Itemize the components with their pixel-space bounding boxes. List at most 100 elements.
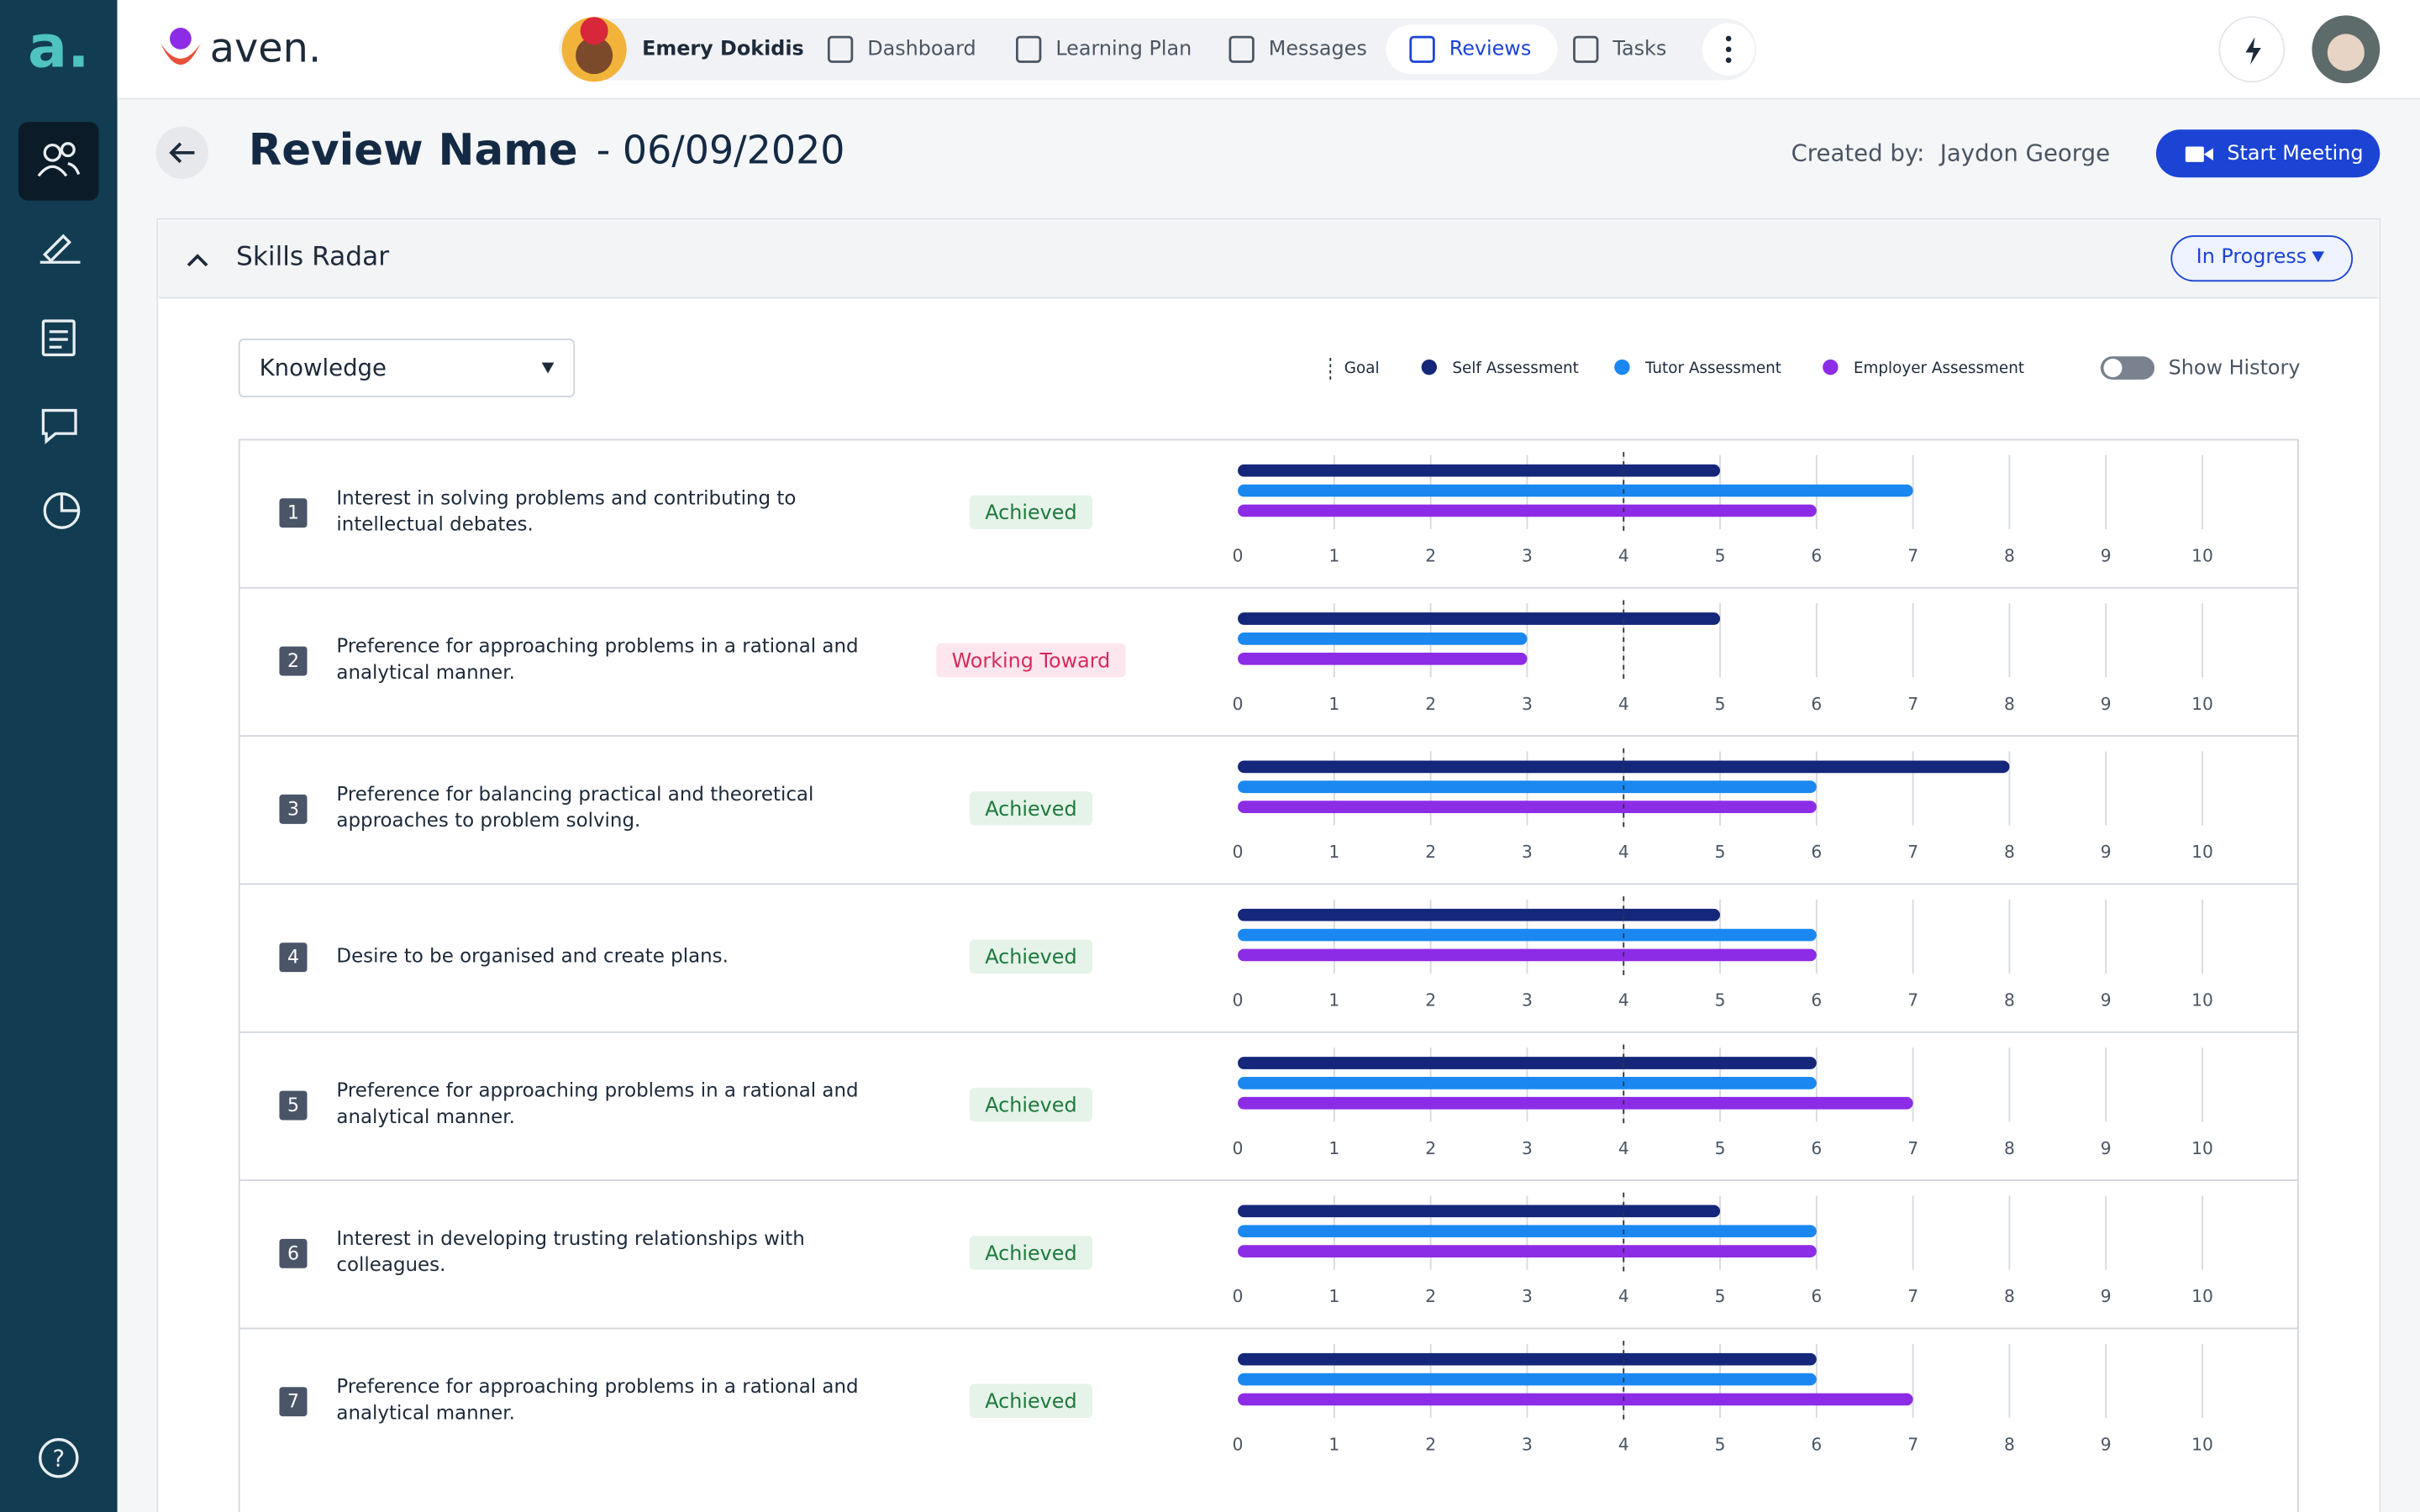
x-tick-label: 4 xyxy=(1618,842,1629,862)
skills-table xyxy=(238,438,2299,1512)
nav-label: Reviews xyxy=(1449,36,1532,60)
x-tick-label: 3 xyxy=(1522,990,1533,1011)
status-pill xyxy=(969,1383,1093,1418)
assessment-bar xyxy=(1238,1057,1817,1069)
x-tick-label: 6 xyxy=(1811,546,1822,566)
x-tick-label: 3 xyxy=(1522,546,1533,566)
x-tick-label: 6 xyxy=(1811,694,1822,714)
assessment-bar xyxy=(1238,1225,1817,1238)
legend-goal: Goal xyxy=(1344,360,1380,377)
sidebar-active[interactable] xyxy=(18,122,99,201)
panel-title: Skills Radar xyxy=(236,242,389,272)
skill-text: Preference for approaching problems in a… xyxy=(336,1079,858,1127)
skill-number: 6 xyxy=(287,1243,299,1264)
status-dropdown[interactable] xyxy=(2170,235,2354,282)
nav-hit[interactable] xyxy=(1225,24,1379,74)
legend-dot xyxy=(1823,359,1839,375)
review-date: - 06/09/2020 xyxy=(597,127,845,172)
review-title: Review Name xyxy=(249,125,578,176)
legend-dot xyxy=(1421,359,1437,375)
x-tick-label: 10 xyxy=(2191,1435,2213,1455)
x-tick-label: 8 xyxy=(2004,990,2015,1011)
x-tick-label: 10 xyxy=(2191,842,2213,862)
assessment-bar xyxy=(1238,1096,1913,1110)
legend-dot xyxy=(1614,359,1630,375)
sidebar xyxy=(0,0,118,1512)
x-tick-label: 2 xyxy=(1425,1286,1436,1306)
x-tick-label: 3 xyxy=(1522,694,1533,714)
start-meeting-button[interactable] xyxy=(2155,129,2381,178)
help-icon[interactable]: ? xyxy=(52,1446,65,1473)
skill-number: 5 xyxy=(287,1095,299,1116)
assessment-bar xyxy=(1238,801,1817,813)
x-tick-label: 0 xyxy=(1233,694,1244,714)
skill-number: 1 xyxy=(287,503,299,524)
learner-avatar-face xyxy=(576,37,613,75)
show-history: Show History xyxy=(2169,355,2301,379)
nav-items: Dashboard Learning Plan Messages Reviews Tas… xyxy=(824,24,1679,75)
assessment-bar xyxy=(1238,1352,1817,1366)
x-tick-label: 1 xyxy=(1328,842,1339,862)
x-tick-label: 5 xyxy=(1715,546,1726,566)
x-tick-label: 1 xyxy=(1328,694,1339,714)
x-tick-label: 3 xyxy=(1522,1435,1533,1455)
skill-text: Interest in solving problems and contrib… xyxy=(336,487,796,535)
filter-dropdown[interactable] xyxy=(238,339,576,397)
x-tick-label: 8 xyxy=(2004,546,2015,566)
nav-label: Dashboard xyxy=(867,36,976,60)
number-badge xyxy=(279,794,308,824)
x-tick-label: 4 xyxy=(1618,1435,1629,1455)
assessment-bar xyxy=(1238,1373,1817,1386)
app-logo: a. xyxy=(28,13,90,81)
status-label: Achieved xyxy=(985,501,1076,524)
x-tick-label: 0 xyxy=(1233,1435,1244,1455)
x-tick-label: 3 xyxy=(1522,1138,1533,1158)
brand-mark xyxy=(160,43,201,66)
x-tick-label: 7 xyxy=(1907,990,1918,1011)
created-by: Jaydon George xyxy=(1939,140,2110,167)
x-tick-label: 2 xyxy=(1425,1435,1436,1455)
assessment-bar xyxy=(1238,1393,1913,1406)
skill-text: Desire to be organised and create plans. xyxy=(336,945,729,967)
filter-label: Knowledge xyxy=(260,354,387,381)
status-pill xyxy=(969,1087,1093,1122)
x-tick-label: 7 xyxy=(1907,546,1918,566)
nav-hit[interactable] xyxy=(824,24,989,74)
x-tick-label: 3 xyxy=(1522,842,1533,862)
x-tick-label: 5 xyxy=(1715,694,1726,714)
assessment-bar xyxy=(1238,1205,1721,1218)
assessment-bar xyxy=(1238,948,1817,962)
nav-hit[interactable] xyxy=(1570,24,1679,74)
collapse-icon[interactable] xyxy=(187,254,208,267)
skill-number: 7 xyxy=(287,1392,299,1413)
status-pill xyxy=(969,791,1093,826)
x-tick-label: 2 xyxy=(1425,546,1436,566)
assessment-bar xyxy=(1238,780,1817,794)
legend-label: Tutor Assessment xyxy=(1644,360,1781,377)
status-label: Achieved xyxy=(985,1242,1076,1265)
nav-icon xyxy=(1228,35,1255,63)
x-tick-label: 10 xyxy=(2191,1138,2213,1158)
x-tick-label: 2 xyxy=(1425,1138,1436,1158)
sidebar-icons xyxy=(37,142,81,1478)
nav-icon xyxy=(1409,35,1435,63)
skill-rows: 1 Interest in solving problems and contri… xyxy=(239,452,2298,1455)
status-pill xyxy=(969,939,1093,974)
x-tick-label: 8 xyxy=(2004,1138,2015,1158)
legend-label: Employer Assessment xyxy=(1854,360,2024,377)
number-badge xyxy=(279,498,308,528)
x-tick-label: 9 xyxy=(2101,1138,2112,1158)
skill-number: 4 xyxy=(287,948,299,969)
x-tick-label: 8 xyxy=(2004,694,2015,714)
x-tick-label: 4 xyxy=(1618,990,1629,1011)
x-tick-label: 1 xyxy=(1328,1286,1339,1306)
filter-caret xyxy=(541,362,555,374)
x-tick-label: 5 xyxy=(1715,842,1726,862)
assessment-bar xyxy=(1238,908,1721,921)
back-icon xyxy=(169,142,195,164)
x-tick-label: 5 xyxy=(1715,990,1726,1011)
x-tick-label: 6 xyxy=(1811,1286,1822,1306)
x-tick-label: 1 xyxy=(1328,990,1339,1011)
x-tick-label: 6 xyxy=(1811,990,1822,1011)
x-tick-label: 4 xyxy=(1618,1138,1629,1158)
